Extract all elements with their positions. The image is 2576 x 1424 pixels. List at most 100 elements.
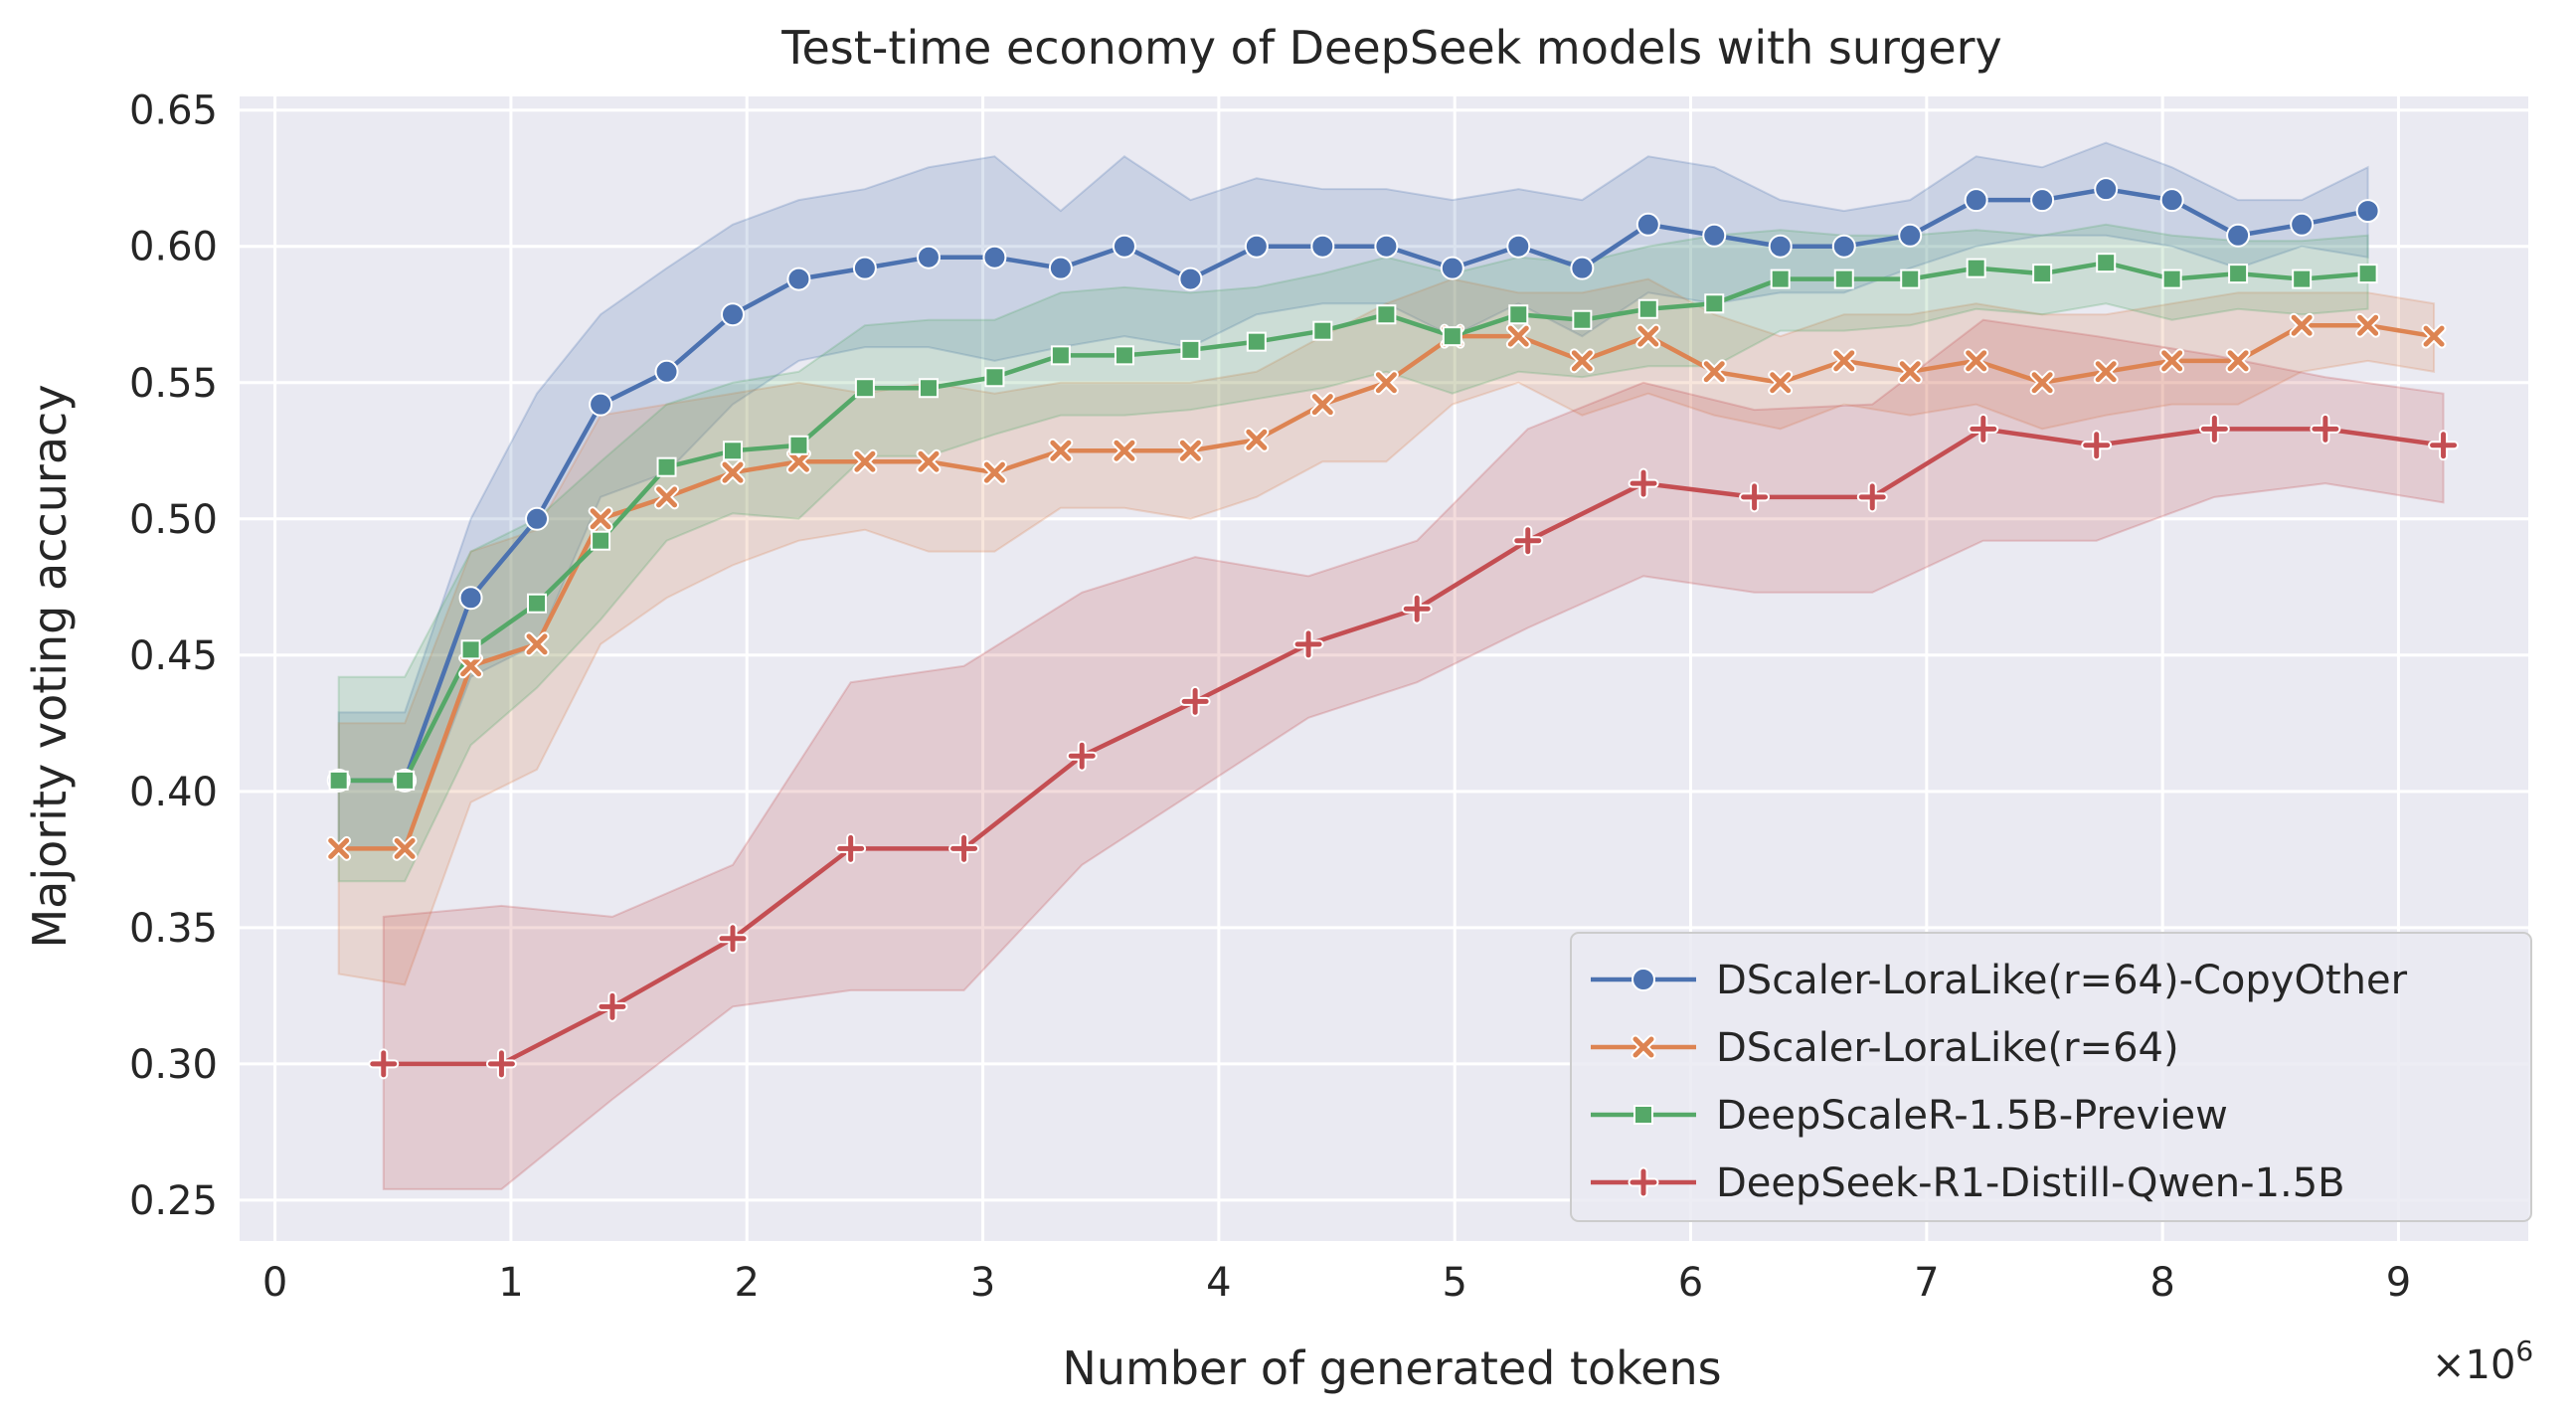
data-point-1 [1309, 392, 1335, 418]
data-point-2 [1050, 345, 1071, 366]
data-point-1-stroke [328, 837, 350, 859]
data-point-1 [654, 484, 680, 510]
data-point-2 [2161, 268, 2182, 289]
data-point-0 [1178, 267, 1203, 291]
data-point-0 [2355, 199, 2380, 224]
data-point-1-stroke [1571, 350, 1593, 372]
data-point-3 [368, 1048, 400, 1080]
data-point-0 [1244, 234, 1269, 259]
data-point-1-stroke [918, 450, 940, 472]
legend-marker-0 [1631, 968, 1655, 991]
data-point-2 [1114, 345, 1134, 366]
data-point-2 [1770, 268, 1791, 289]
data-point-1 [1768, 370, 1794, 396]
data-point-3-stroke [837, 834, 865, 862]
data-point-0 [1112, 234, 1136, 259]
data-point-1 [2421, 323, 2447, 349]
y-tick-label: 0.30 [129, 1042, 218, 1088]
data-point-2 [1180, 339, 1201, 360]
data-point-1-stroke [1375, 372, 1397, 394]
data-point-1-stroke [1703, 361, 1725, 383]
data-point-0 [720, 302, 745, 327]
data-point-0 [2030, 188, 2055, 213]
data-point-1 [1505, 323, 1531, 349]
data-point-1 [1373, 370, 1399, 396]
legend-marker-2 [1633, 1105, 1653, 1125]
data-point-3 [2081, 430, 2113, 461]
x-tick-label: 1 [498, 1260, 523, 1306]
y-tick-label: 0.60 [129, 225, 218, 270]
data-point-3 [2198, 413, 2230, 445]
data-point-1 [1701, 359, 1727, 385]
data-point-0 [1831, 234, 1856, 259]
data-point-2 [656, 456, 677, 477]
data-point-3-stroke [2430, 432, 2458, 459]
data-point-1 [1897, 359, 1923, 385]
data-point-1 [588, 506, 613, 532]
data-point-0 [525, 506, 550, 531]
data-point-1 [2289, 312, 2315, 338]
data-point-1-stroke [526, 633, 548, 655]
x-offset-label: ×106 [2432, 1335, 2533, 1388]
data-point-1-stroke [1833, 350, 1855, 372]
data-point-1-stroke [983, 461, 1005, 483]
data-point-0 [1570, 256, 1595, 280]
y-tick-label: 0.35 [129, 906, 218, 952]
data-point-0 [1440, 256, 1464, 280]
data-point-2 [1637, 298, 1658, 319]
data-point-1-stroke [854, 450, 876, 472]
data-point-3 [1968, 413, 1999, 445]
data-point-2 [527, 593, 548, 614]
data-point-1-stroke [1966, 350, 1987, 372]
data-point-1 [2159, 348, 2185, 374]
legend-marker-3 [1628, 1166, 1659, 1198]
legend-marker-1 [1631, 1034, 1656, 1060]
data-point-1-stroke [1179, 440, 1201, 461]
tick-labels: 0 1 2 3 4 5 6 7 8 9 0.25 0.30 0.35 0.40 0.45 0.50 0.55 0.… [129, 89, 2411, 1306]
data-point-2 [1572, 309, 1593, 330]
legend-label: DScaler-LoraLike(r=64)-CopyOther [1716, 958, 2408, 1003]
data-point-1-stroke [590, 508, 611, 530]
data-point-1-stroke [2423, 325, 2445, 347]
data-point-1 [1964, 348, 1989, 374]
x-axis-label: Number of generated tokens [1062, 1341, 1721, 1395]
x-tick-label: 7 [1914, 1260, 1939, 1306]
data-point-1-stroke [1770, 372, 1792, 394]
x-tick-label: 8 [2149, 1260, 2174, 1306]
confidence-band-2 [337, 223, 2369, 883]
data-point-2 [1508, 304, 1529, 325]
data-point-1-stroke [2161, 350, 2183, 372]
data-point-0 [916, 245, 941, 269]
data-point-2 [918, 378, 939, 399]
series-line-2 [336, 260, 2370, 784]
legend-label: DeepSeek-R1-Distill-Qwen-1.5B [1716, 1160, 2345, 1206]
data-point-2 [984, 367, 1005, 388]
x-offset-exponent: 6 [2515, 1335, 2533, 1367]
x-tick-label: 2 [735, 1260, 760, 1306]
data-point-1 [1635, 323, 1661, 349]
data-point-1 [1244, 427, 1270, 452]
data-point-3 [717, 923, 749, 955]
data-point-3-stroke [1970, 415, 1997, 443]
data-point-0 [1635, 212, 1660, 237]
legend-marker-3-stroke [1630, 1168, 1657, 1196]
chart-title: Test-time economy of DeepSeek models wit… [780, 21, 2002, 75]
data-point-3 [1179, 685, 1211, 717]
data-point-2 [1900, 268, 1921, 289]
data-point-1-stroke [1637, 325, 1659, 347]
data-point-3 [1401, 593, 1433, 624]
series-markers [326, 177, 2460, 1080]
data-point-3-stroke [2312, 415, 2339, 443]
data-point-0 [458, 586, 483, 611]
legend-frame [1570, 932, 2532, 1222]
data-point-0 [589, 392, 613, 417]
data-point-1 [1831, 348, 1857, 374]
data-point-2 [591, 530, 611, 551]
data-point-0 [1310, 234, 1335, 259]
data-point-2 [460, 639, 481, 660]
y-tick-label: 0.45 [129, 633, 218, 679]
data-point-3-stroke [370, 1050, 398, 1078]
y-tick-label: 0.40 [129, 770, 218, 815]
data-point-0 [1964, 188, 1988, 213]
data-point-0 [1898, 223, 1923, 248]
